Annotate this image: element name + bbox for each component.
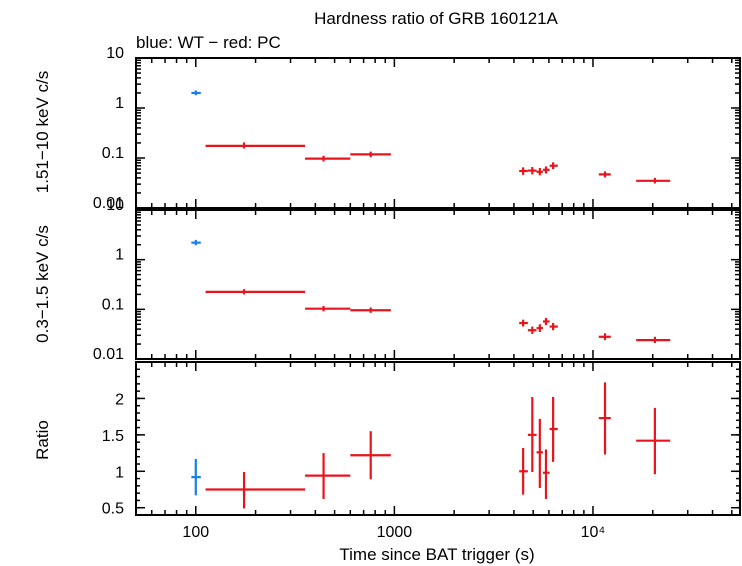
data-point xyxy=(636,336,671,343)
data-point xyxy=(350,151,391,158)
data-point xyxy=(191,239,201,246)
y-tick-label: 1 xyxy=(115,464,124,481)
data-point xyxy=(191,458,201,496)
y-tick-label: 0.5 xyxy=(102,501,124,518)
data-point xyxy=(549,323,558,331)
x-tick-label: 1000 xyxy=(377,524,413,541)
data-point xyxy=(549,162,558,170)
data-point xyxy=(527,326,537,334)
data-point xyxy=(527,167,537,175)
series-WT xyxy=(191,90,201,96)
data-point xyxy=(636,407,671,475)
data-point xyxy=(598,171,611,178)
series-PC xyxy=(205,142,671,184)
panel-soft: 0.01 0.1 1 10 0.3−1.5 keV c/s xyxy=(33,197,741,363)
data-point xyxy=(350,307,391,313)
y-tick-label: 0.1 xyxy=(102,296,124,313)
y-tick-label: 1 xyxy=(115,247,124,264)
x-tick-label: 10⁴ xyxy=(581,524,606,541)
y-tick-label: 1 xyxy=(115,95,124,112)
y-axis-label: Ratio xyxy=(33,420,52,460)
series-WT xyxy=(191,458,201,496)
y-tick-label: 10 xyxy=(106,197,124,214)
x-tick-label: 100 xyxy=(182,524,209,541)
y-axis-label: 1.51−10 keV c/s xyxy=(33,71,52,193)
data-point xyxy=(205,142,306,149)
y-tick-label: 1.5 xyxy=(102,428,124,445)
series-WT xyxy=(191,239,201,246)
data-point xyxy=(542,317,550,326)
data-point xyxy=(519,319,528,327)
y-tick-label: 0.01 xyxy=(93,195,124,212)
data-point xyxy=(519,447,528,495)
data-point xyxy=(191,90,201,96)
y-tick-label: 10 xyxy=(106,45,124,62)
data-point xyxy=(536,324,543,332)
data-point xyxy=(542,166,550,174)
series-PC xyxy=(205,289,671,343)
y-tick-label: 2 xyxy=(115,391,124,408)
data-point xyxy=(536,168,543,176)
data-point xyxy=(636,177,671,184)
data-point xyxy=(527,396,537,473)
y-tick-label: 0.01 xyxy=(93,346,124,363)
y-axis-label: 0.3−1.5 keV c/s xyxy=(33,225,52,343)
data-point xyxy=(350,431,391,480)
data-point xyxy=(305,155,351,162)
panel-frame xyxy=(135,209,741,360)
data-point xyxy=(305,305,351,312)
panel-frame xyxy=(135,361,741,516)
data-point xyxy=(549,396,558,462)
chart-subtitle: blue: WT − red: PC xyxy=(136,33,281,52)
y-tick-label: 0.1 xyxy=(102,145,124,162)
data-point xyxy=(536,418,543,489)
x-axis-label: Time since BAT trigger (s) xyxy=(339,545,534,564)
data-point xyxy=(598,333,611,341)
panel-frame xyxy=(135,57,741,209)
data-point xyxy=(205,289,306,295)
panels-group: 0.01 0.1 1 10 1.51−10 keV c/s 0.01 0.1 1 10 0.3−1… xyxy=(33,45,741,541)
panel-hard: 0.01 0.1 1 10 1.51−10 keV c/s xyxy=(33,45,741,212)
series-PC xyxy=(205,382,671,509)
data-point xyxy=(305,453,351,499)
data-point xyxy=(519,167,528,175)
panel-ratio: 0.5 1 1.5 2 Ratio xyxy=(33,361,741,518)
data-point xyxy=(205,472,306,509)
data-point xyxy=(598,382,611,455)
data-point xyxy=(542,449,550,499)
chart-title: Hardness ratio of GRB 160121A xyxy=(314,9,558,28)
